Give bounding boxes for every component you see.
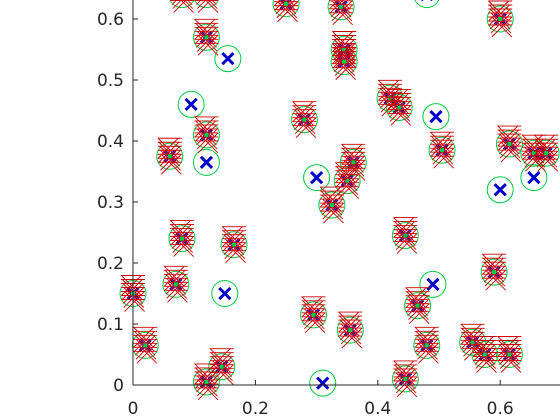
circle-marker bbox=[177, 90, 205, 118]
hatch-marker bbox=[133, 326, 158, 364]
circle-marker bbox=[131, 331, 159, 359]
circle-marker bbox=[520, 164, 548, 192]
circle-marker bbox=[480, 258, 508, 286]
axes: 0 0.2 0.4 0.6 0 0.1 0.2 0.3 0.4 0.5 0.6 bbox=[97, 0, 560, 419]
circle-marker bbox=[208, 353, 236, 381]
hatch-marker bbox=[274, 0, 298, 23]
circle-marker bbox=[300, 301, 328, 329]
circle-marker bbox=[391, 222, 419, 250]
x-marker bbox=[309, 170, 324, 185]
x-marker bbox=[184, 97, 198, 112]
circle-marker bbox=[404, 292, 432, 320]
x-tick-label: 0.4 bbox=[364, 399, 391, 419]
y-tick-label: 0.5 bbox=[97, 71, 124, 91]
y-tick-label: 0.4 bbox=[97, 132, 124, 152]
circle-marker bbox=[303, 164, 331, 192]
circle-marker bbox=[211, 280, 239, 307]
y-tick-label: 0 bbox=[113, 376, 124, 396]
circle-marker bbox=[162, 270, 190, 298]
x-marker bbox=[221, 52, 235, 66]
hatch-marker bbox=[194, 116, 219, 154]
hatch-marker bbox=[393, 217, 418, 254]
x-tick-label: 0.2 bbox=[242, 399, 269, 419]
x-marker bbox=[316, 376, 330, 390]
circle-marker bbox=[336, 316, 364, 344]
x-tick-label: 0.6 bbox=[487, 399, 514, 419]
x-marker bbox=[527, 170, 541, 185]
hatch-marker bbox=[534, 134, 559, 172]
x-marker bbox=[218, 286, 232, 301]
circle-marker bbox=[486, 5, 514, 33]
x-axis-ticks: 0 0.2 0.4 0.6 bbox=[128, 380, 514, 419]
circle-marker bbox=[309, 369, 337, 397]
hatch-marker bbox=[341, 143, 366, 181]
hatch-marker bbox=[163, 265, 188, 303]
hatch-marker bbox=[472, 336, 497, 373]
circle-marker bbox=[214, 45, 242, 73]
hatch-marker bbox=[169, 220, 194, 257]
x-tick-label: 0 bbox=[128, 399, 139, 419]
circle-marker bbox=[192, 368, 220, 396]
hatch-marker bbox=[194, 18, 219, 56]
hatch-marker bbox=[319, 186, 344, 224]
hatch-marker bbox=[169, 0, 194, 13]
hatch-marker bbox=[488, 0, 513, 38]
circle-marker bbox=[290, 106, 318, 134]
circle-marker bbox=[220, 231, 248, 259]
x-marker bbox=[429, 109, 443, 124]
circle-marker bbox=[459, 328, 487, 356]
hatch-marker bbox=[338, 311, 363, 349]
circle-marker bbox=[168, 225, 196, 253]
circle-marker bbox=[327, 0, 355, 21]
circle-marker bbox=[486, 176, 514, 204]
circle-marker bbox=[333, 167, 361, 195]
hatch-marker bbox=[157, 137, 182, 175]
hatch-marker bbox=[387, 88, 412, 126]
circle-marker bbox=[414, 0, 440, 9]
circle-marker bbox=[318, 191, 346, 219]
hatch-marker bbox=[301, 296, 326, 334]
hatch-marker bbox=[497, 336, 522, 373]
hatch-marker bbox=[430, 131, 455, 169]
hatch-marker bbox=[329, 0, 354, 26]
circle-marker bbox=[192, 23, 220, 51]
y-axis-ticks: 0 0.1 0.2 0.3 0.4 0.5 0.6 bbox=[97, 10, 138, 396]
hatch-marker bbox=[482, 253, 507, 291]
circle-marker bbox=[471, 341, 499, 368]
circle-marker bbox=[169, 0, 195, 9]
circle-marker bbox=[495, 341, 523, 368]
circle-marker bbox=[419, 270, 447, 298]
hatch-marker bbox=[221, 226, 246, 264]
circle-marker bbox=[156, 142, 184, 170]
y-tick-label: 0.1 bbox=[97, 315, 124, 335]
circle-marker bbox=[192, 148, 220, 176]
x-marker bbox=[426, 277, 440, 291]
circle-marker bbox=[192, 121, 220, 149]
y-tick-label: 0.2 bbox=[97, 254, 124, 274]
hatch-marker bbox=[405, 287, 430, 325]
circle-marker bbox=[194, 0, 219, 9]
hatch-marker bbox=[497, 125, 522, 163]
plot-markers bbox=[119, 0, 560, 401]
hatch-marker bbox=[209, 348, 234, 386]
circle-marker bbox=[413, 331, 441, 359]
circle-marker bbox=[422, 103, 450, 131]
y-tick-label: 0.6 bbox=[97, 10, 124, 30]
hatch-marker bbox=[292, 101, 317, 138]
y-tick-label: 0.3 bbox=[97, 193, 124, 213]
x-marker bbox=[199, 155, 214, 169]
x-marker bbox=[493, 183, 507, 197]
circle-marker bbox=[272, 0, 300, 18]
circle-marker bbox=[391, 365, 419, 393]
hatch-marker bbox=[414, 326, 439, 364]
hatch-marker bbox=[332, 43, 357, 81]
hatch-marker bbox=[194, 0, 219, 13]
circle-marker bbox=[428, 136, 456, 164]
circle-marker bbox=[495, 130, 523, 158]
